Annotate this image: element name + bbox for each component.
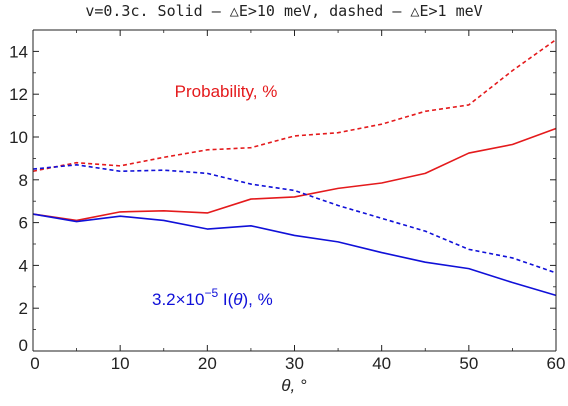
x-tick-label-1: 10 bbox=[111, 354, 130, 373]
y-tick-label-3: 6 bbox=[19, 214, 28, 233]
x-tick-label-4: 40 bbox=[372, 354, 391, 373]
y-tick-label-5: 10 bbox=[9, 128, 28, 147]
series-line-prob-solid bbox=[32, 127, 557, 222]
x-tick-label-6: 60 bbox=[547, 354, 566, 373]
x-tick-label-0: 0 bbox=[30, 354, 39, 373]
intensity-annotation-prefix: 3.2×10 bbox=[152, 290, 204, 309]
x-tick-label-2: 20 bbox=[198, 354, 217, 373]
intensity-annotation-mid: I( bbox=[218, 290, 233, 309]
intensity-annotation: 3.2×10−5 I(θ), % bbox=[152, 286, 273, 309]
tick-layer: 0 10 20 30 40 50 60 0 2 4 6 8 10 12 14 bbox=[9, 30, 565, 373]
x-axis-label: θ, ° bbox=[281, 376, 307, 395]
intensity-annotation-var: θ bbox=[233, 290, 243, 309]
series-line-prob-dashed bbox=[32, 38, 557, 173]
series-line-intensity-solid bbox=[32, 213, 557, 297]
series-layer bbox=[32, 38, 557, 297]
intensity-annotation-exponent: −5 bbox=[204, 286, 218, 300]
intensity-annotation-suffix: ), % bbox=[243, 290, 273, 309]
probability-annotation: Probability, % bbox=[175, 82, 278, 101]
x-axis-label-text: θ, ° bbox=[281, 376, 307, 395]
y-tick-label-0: 0 bbox=[19, 336, 28, 355]
y-tick-label-4: 8 bbox=[19, 171, 28, 190]
y-tick-label-6: 12 bbox=[9, 85, 28, 104]
chart-title: v=0.3c. Solid – △E>10 meV, dashed – △E>1… bbox=[85, 2, 482, 20]
plot-frame bbox=[32, 29, 557, 352]
y-tick-label-7: 14 bbox=[9, 42, 28, 61]
x-tick-label-3: 30 bbox=[285, 354, 304, 373]
x-tick-label-5: 50 bbox=[459, 354, 478, 373]
series-line-intensity-dashed bbox=[32, 164, 557, 274]
y-tick-label-1: 2 bbox=[19, 299, 28, 318]
y-tick-label-2: 4 bbox=[19, 256, 28, 275]
